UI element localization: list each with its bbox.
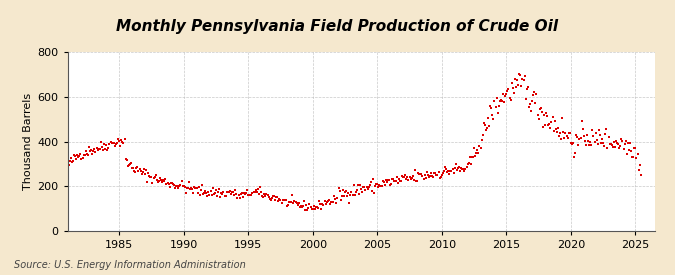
Y-axis label: Thousand Barrels: Thousand Barrels (23, 93, 33, 190)
Text: Source: U.S. Energy Information Administration: Source: U.S. Energy Information Administ… (14, 260, 245, 270)
Text: Monthly Pennsylvania Field Production of Crude Oil: Monthly Pennsylvania Field Production of… (116, 19, 559, 34)
